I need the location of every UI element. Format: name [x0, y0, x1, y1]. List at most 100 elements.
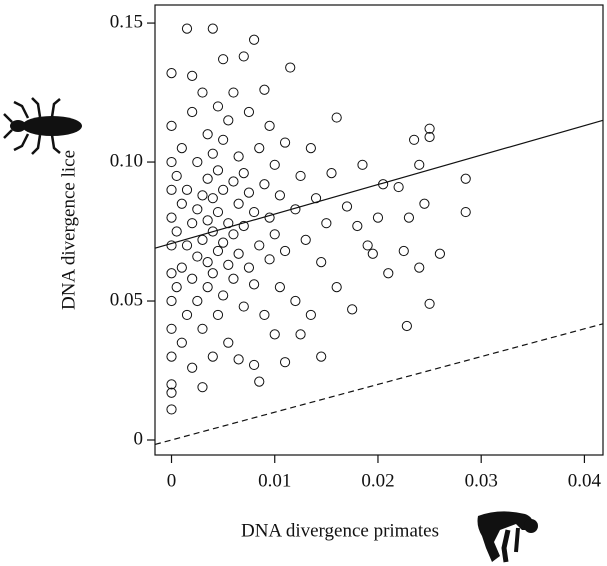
point — [259, 309, 270, 321]
y-tick-label: 0 — [134, 428, 144, 449]
point — [460, 173, 471, 184]
point — [228, 229, 239, 240]
point — [181, 309, 193, 321]
point — [223, 259, 234, 270]
point — [248, 34, 260, 45]
x-tick-label: 0.03 — [465, 470, 498, 491]
point — [202, 173, 213, 184]
plot-frame — [154, 4, 604, 456]
point — [192, 295, 203, 307]
point — [248, 359, 260, 371]
point — [372, 212, 384, 223]
point — [197, 190, 208, 201]
point — [166, 268, 177, 279]
point — [197, 87, 208, 98]
point — [419, 198, 430, 209]
point — [254, 240, 265, 251]
point — [176, 143, 187, 154]
point — [207, 148, 218, 159]
point — [341, 201, 353, 212]
point — [408, 134, 420, 145]
point — [218, 184, 229, 195]
point — [264, 212, 275, 223]
point — [171, 282, 182, 293]
point — [233, 198, 244, 209]
point — [233, 354, 244, 365]
point — [166, 387, 177, 398]
point — [181, 184, 193, 195]
point — [316, 351, 327, 362]
y-axis-label: DNA divergence lice — [58, 150, 79, 310]
point — [228, 176, 239, 187]
regression-line — [154, 119, 604, 249]
point — [187, 218, 198, 229]
point — [295, 170, 306, 182]
point — [248, 279, 260, 290]
point — [238, 168, 249, 179]
louse-icon — [3, 97, 82, 155]
x-axis-label: DNA divergence primates — [241, 520, 439, 541]
point — [259, 179, 270, 190]
point — [305, 309, 316, 321]
x-tick-label: 0.02 — [361, 470, 394, 491]
point — [207, 351, 218, 362]
point — [212, 206, 224, 218]
point — [197, 382, 208, 393]
point — [243, 106, 255, 118]
point — [223, 115, 234, 126]
x-tick-label: 0.01 — [258, 470, 291, 491]
point — [218, 54, 229, 65]
point — [403, 212, 415, 223]
point — [300, 234, 311, 245]
point — [202, 257, 213, 268]
y-tick-label: 0.05 — [110, 289, 143, 310]
y-tick-label: 0.15 — [110, 11, 143, 32]
point — [279, 357, 291, 368]
point — [367, 248, 378, 259]
point — [398, 245, 409, 257]
point — [259, 84, 270, 95]
point — [269, 229, 280, 240]
point — [321, 218, 332, 229]
y-tick-label: 0.10 — [110, 150, 143, 171]
point — [187, 362, 198, 373]
point — [202, 282, 213, 293]
point — [460, 206, 471, 218]
point — [326, 168, 337, 179]
point — [223, 337, 234, 348]
point — [285, 62, 296, 73]
point — [212, 245, 224, 257]
point — [383, 268, 394, 279]
primate-icon — [477, 511, 538, 563]
point — [192, 251, 203, 262]
point — [414, 159, 425, 170]
point — [166, 67, 177, 79]
point — [254, 376, 265, 387]
point — [187, 106, 198, 118]
point — [238, 220, 249, 232]
point — [218, 237, 229, 248]
point — [331, 112, 342, 123]
point — [197, 234, 208, 245]
point — [187, 70, 198, 81]
point — [393, 181, 404, 193]
point — [243, 187, 255, 198]
point — [352, 220, 363, 232]
point — [176, 198, 187, 209]
point — [166, 295, 177, 307]
point — [166, 404, 177, 415]
point — [305, 143, 316, 154]
point — [264, 254, 275, 265]
identity-line — [154, 323, 604, 446]
point — [166, 323, 177, 334]
point — [197, 323, 208, 334]
point — [212, 165, 224, 176]
point — [274, 190, 286, 201]
point — [362, 240, 373, 251]
point — [238, 51, 249, 62]
point — [207, 23, 218, 34]
point — [279, 245, 291, 257]
point — [269, 159, 280, 170]
point — [424, 131, 435, 143]
